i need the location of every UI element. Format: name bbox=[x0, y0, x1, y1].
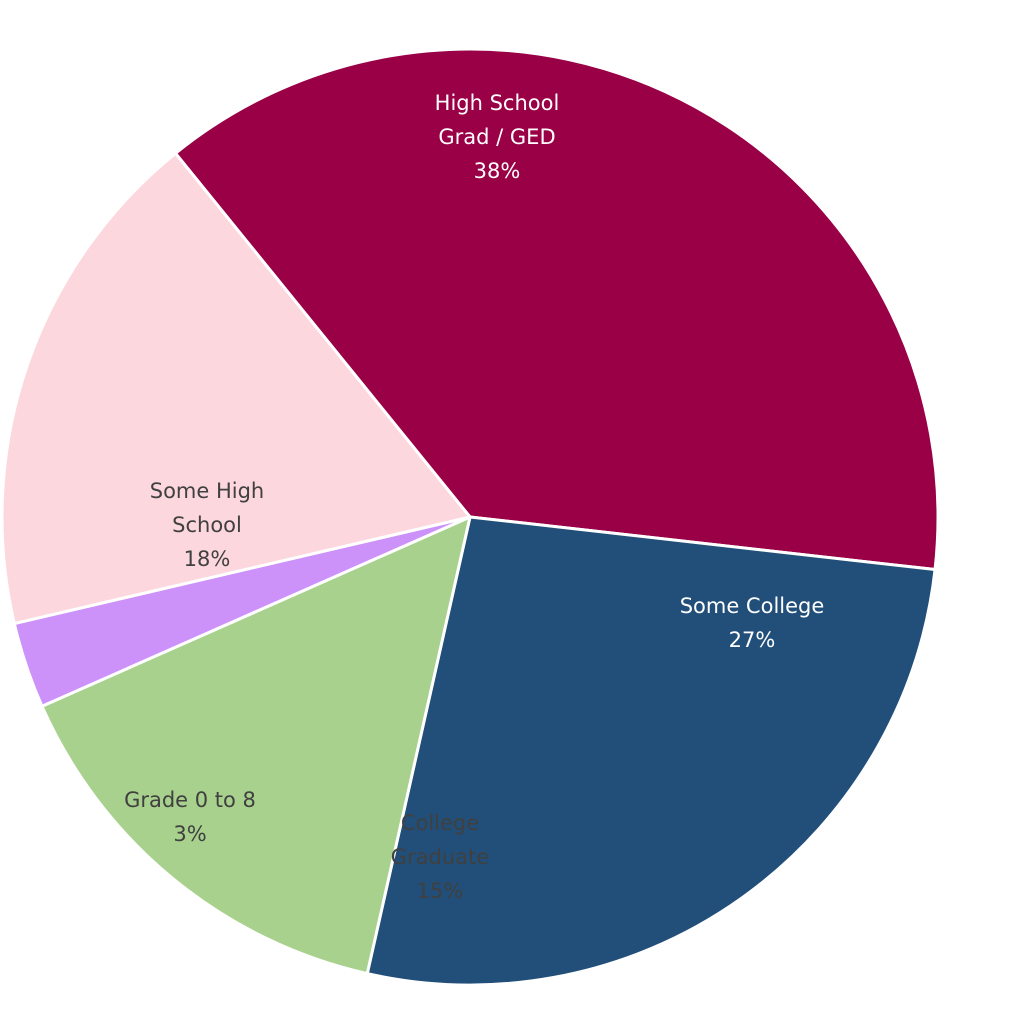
slice-category-label: School bbox=[172, 513, 242, 537]
slice-percent-label: 3% bbox=[173, 822, 206, 846]
slice-category-label: Some High bbox=[150, 479, 265, 503]
slice-category-label: College bbox=[401, 811, 479, 835]
slice-label: Grade 0 to 8 3% bbox=[124, 788, 256, 846]
slice-label: Some College 27% bbox=[680, 594, 825, 652]
pie-slice bbox=[173, 47, 940, 572]
pie-labels: High School Grad / GED 38% Some College 27% C… bbox=[124, 91, 824, 903]
slice-label: High School Grad / GED 38% bbox=[435, 91, 560, 183]
slice-percent-label: 18% bbox=[184, 547, 231, 571]
slice-category-label: Graduate bbox=[391, 845, 489, 869]
slice-percent-label: 15% bbox=[417, 879, 464, 903]
slice-category-label: Grad / GED bbox=[438, 125, 555, 149]
slice-category-label: High School bbox=[435, 91, 560, 115]
slice-category-label: Some College bbox=[680, 594, 825, 618]
slice-percent-label: 38% bbox=[474, 159, 521, 183]
pie-slice bbox=[0, 151, 472, 626]
slice-percent-label: 27% bbox=[729, 628, 776, 652]
slice-label: College Graduate 15% bbox=[391, 811, 489, 903]
pie-slice bbox=[40, 515, 472, 976]
pie-slices bbox=[0, 47, 940, 987]
pie-slice bbox=[365, 515, 937, 987]
slice-label: Some High School 18% bbox=[150, 479, 265, 571]
slice-category-label: Grade 0 to 8 bbox=[124, 788, 256, 812]
